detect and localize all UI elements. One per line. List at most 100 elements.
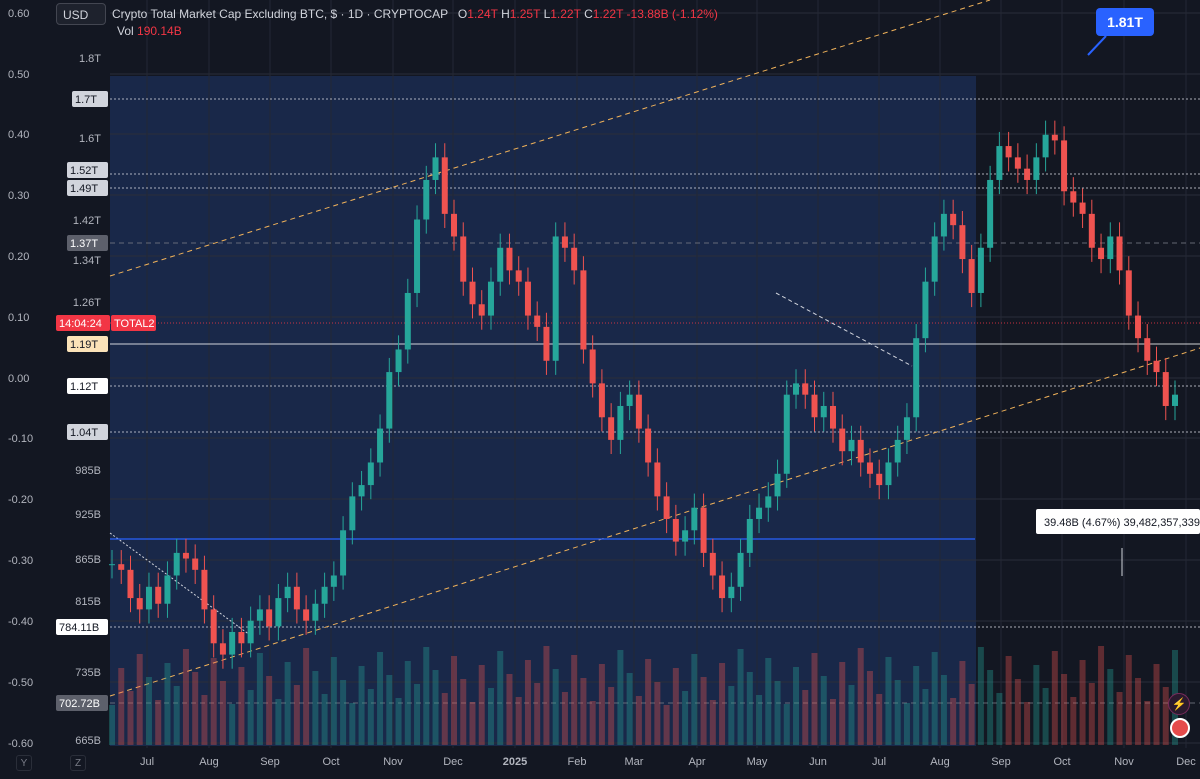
volume-bar [1153,664,1160,745]
volume-bar [192,672,199,745]
measure-label: 39.48B (4.67%) 39,482,357,339 [1044,517,1200,529]
candle-body [1172,394,1178,406]
candle-body [515,270,522,282]
volume-bar [312,671,319,745]
candle-body [894,439,901,463]
candle-body [839,428,846,452]
volume-bar [756,695,763,745]
candle-body [691,507,698,531]
volume-bar [903,703,910,745]
x-axis-label: Aug [930,756,950,768]
candle-body [1098,247,1105,260]
volume-bar [839,662,846,745]
flag-icon[interactable] [1170,718,1190,738]
volume-bar [1051,651,1058,745]
volume-bar [201,695,208,745]
candle-body [524,281,531,316]
candle-body [1024,168,1031,180]
price-axis-tick: 985B [75,465,101,477]
candle-body [377,428,384,463]
candle-body [672,518,679,542]
volume-bar [765,658,772,745]
volume-bar [1144,701,1151,745]
volume-bar [321,694,328,745]
volume-bar [1079,660,1086,745]
volume-bar [515,697,522,745]
price-axis-tick: 1.34T [73,255,101,267]
candle-body [340,530,347,576]
candle-body [552,236,559,361]
volume-bar [571,655,578,745]
volume-bar [238,667,245,745]
candle-body [118,564,125,570]
candle-body [229,631,236,655]
volume-bar [487,688,494,745]
candle-body [358,485,365,497]
open-value: 1.24T [467,7,498,21]
volume-bar [303,648,310,745]
candle-body [256,609,263,621]
volume-bar [968,684,975,745]
volume-bar [672,668,679,745]
candle-body [192,558,199,570]
candle-body [885,462,892,486]
volume-bar [414,684,421,745]
volume-bar [580,678,587,745]
x-axis-label: Dec [1176,756,1196,768]
price-tag [67,180,108,196]
volume-bar [395,698,402,745]
candle-body [931,236,938,282]
candle-body [284,586,291,599]
lightning-icon[interactable]: ⚡ [1168,693,1190,715]
x-axis-label: Nov [383,756,403,768]
volume-bar [432,670,439,745]
price-tag-label: 14:04:24 [59,318,102,330]
measure-label-box [1036,509,1200,534]
candle-body [700,507,707,553]
date-range-highlight [110,76,976,746]
volume-bar [1070,697,1077,745]
candle-body [1125,270,1132,316]
volume-bar [950,698,957,745]
candle-body [746,518,753,553]
volume-bar [774,681,781,745]
volume-bar [1005,656,1012,745]
left-axis-tick: 0.40 [8,129,29,141]
left-axis-tick: 0.00 [8,373,29,385]
volume-bar [663,705,670,745]
y-toggle-button[interactable]: Y [16,755,32,771]
volume-bar [1125,655,1132,745]
x-axis-label: Jul [140,756,154,768]
volume-bar [598,664,605,745]
price-tag-label: 702.72B [59,698,100,710]
volume-bar [256,653,263,745]
volume-bar [441,693,448,745]
volume-bar [626,673,633,745]
price-tag [111,315,156,331]
candle-body [109,564,115,566]
candle-body [793,383,800,395]
low-label: L [543,7,551,21]
candle-body [598,383,605,418]
left-axis-tick: -0.60 [8,738,33,750]
volume-bar [802,690,809,745]
volume-bar [1061,674,1068,745]
candle-body [451,213,458,237]
price-tag-label: 1.04T [70,427,98,439]
candle-body [857,439,864,463]
z-toggle-button[interactable]: Z [70,755,86,771]
volume-bar [866,671,873,745]
volume-bar [552,669,559,745]
price-axis-tick: 1.26T [73,297,101,309]
volume-bar [497,651,504,745]
candle-body [293,586,300,610]
currency-button[interactable]: USD [56,3,106,25]
x-axis-label: Apr [688,756,705,768]
volume-bar [136,654,143,745]
candle-body [728,586,735,599]
volume-bar [811,653,818,745]
candle-body [765,496,772,508]
candle-body [829,405,836,429]
